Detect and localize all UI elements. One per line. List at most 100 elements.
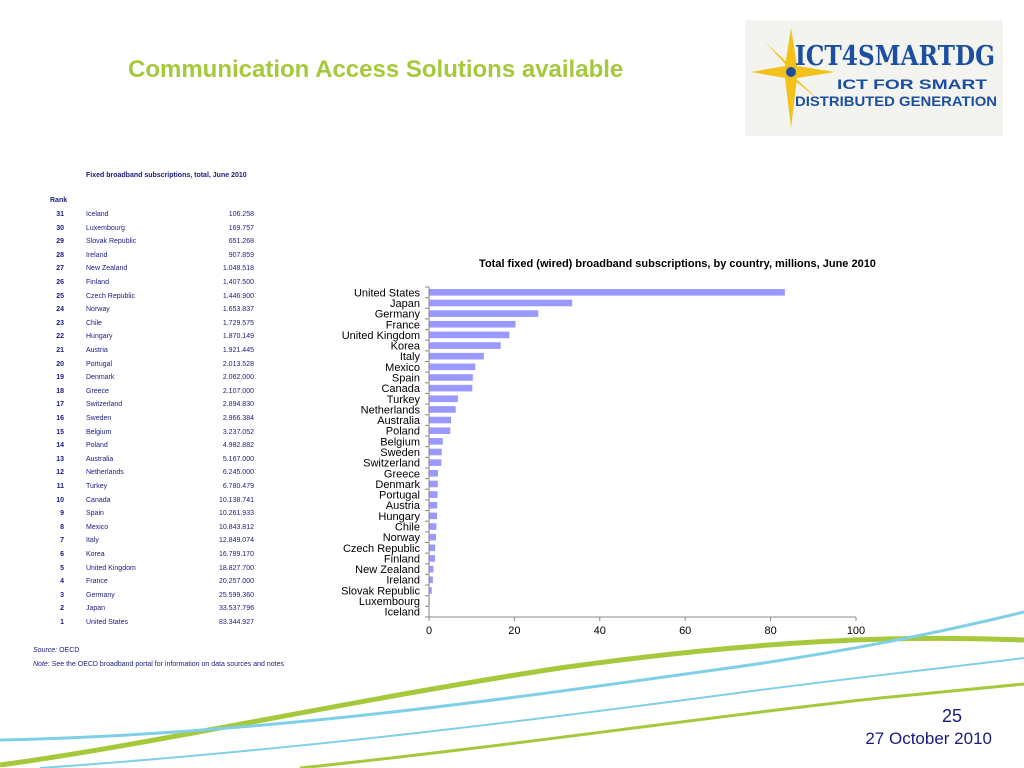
value-cell: 2.013.528 (222, 360, 254, 368)
bar (429, 555, 436, 562)
table-row: 18 Greece 2.107.000 (40, 385, 260, 398)
category-label: Iceland (385, 607, 420, 619)
country-cell: Belgium (86, 428, 112, 436)
bar (429, 512, 437, 520)
x-tick-label: 100 (847, 625, 865, 637)
country-cell: Austria (86, 347, 108, 354)
value-cell: 1.870.149 (222, 333, 254, 341)
page-number: 25 (941, 706, 962, 726)
country-cell: New Zealand (86, 265, 128, 273)
rank-cell: 11 (56, 483, 64, 490)
bar (429, 352, 484, 360)
table-row: 21 Austria 1.921.445 (40, 344, 260, 357)
value-cell: 10.261.933 (218, 510, 254, 518)
country-cell: Switzerland (86, 401, 123, 409)
svg-text:ICT4SMARTDG: ICT4SMARTDG (795, 41, 995, 72)
source-label: Source: (33, 647, 58, 654)
rank-cell: 10 (56, 496, 64, 504)
table-row: 14 Poland 4.982.882 (40, 439, 260, 452)
category-label: Netherlands (361, 404, 421, 416)
rank-cell: 31 (56, 211, 64, 218)
table-row: 7 Italy 12.849.074 (40, 534, 260, 547)
rank-cell: 24 (56, 306, 64, 314)
table-row: 23 Chile 1.729.575 (40, 317, 260, 330)
x-tick-label: 0 (426, 625, 432, 637)
value-cell: 4.982.882 (222, 442, 254, 450)
country-cell: Japan (86, 605, 106, 613)
bar (429, 374, 473, 381)
category-label: Finland (384, 553, 420, 565)
category-label: Hungary (378, 511, 420, 523)
value-cell: 3.237.052 (222, 428, 254, 436)
rank-cell: 14 (56, 442, 64, 450)
table-row: 12 Netherlands 6.245.000 (40, 466, 260, 479)
country-cell: Australia (86, 455, 114, 463)
star-icon (751, 28, 835, 128)
country-cell: France (86, 578, 108, 586)
category-label: Italy (400, 351, 421, 363)
bar (429, 448, 442, 456)
country-cell: Finland (86, 279, 109, 286)
bar (429, 523, 437, 530)
note-text: See the OECD broadband portal for inform… (51, 661, 284, 668)
country-cell: Hungary (86, 333, 113, 341)
category-label: Poland (386, 426, 420, 438)
country-cell: Germany (86, 591, 115, 599)
value-cell: 1.048.518 (222, 265, 254, 273)
x-tick-label: 40 (594, 625, 606, 637)
country-cell: Luxembourg (86, 224, 125, 232)
bar (429, 395, 458, 403)
table-row: 27 New Zealand 1.048.518 (40, 262, 260, 275)
rank-cell: 17 (56, 401, 64, 409)
country-cell: Slovak Republic (86, 238, 137, 246)
bar (429, 384, 473, 392)
value-cell: 12.849.074 (218, 537, 254, 545)
rank-cell: 8 (60, 523, 64, 531)
country-cell: Netherlands (86, 469, 124, 477)
svg-text:ICT FOR SMART: ICT FOR SMART (837, 76, 988, 92)
category-label: Belgium (380, 436, 420, 448)
table-row: 11 Turkey 6.780.479 (40, 480, 260, 493)
bar (429, 576, 433, 584)
category-label: New Zealand (355, 564, 420, 576)
value-cell: 20.257.000 (218, 578, 254, 586)
category-label: Denmark (375, 479, 420, 491)
x-tick-label: 80 (764, 625, 776, 637)
category-label: Portugal (379, 490, 420, 502)
value-cell: 33.537.796 (218, 605, 254, 613)
value-cell: 5.167.000 (222, 455, 254, 463)
bar (429, 427, 451, 435)
value-cell: 1.729.575 (222, 319, 254, 327)
value-cell: 2.107.000 (222, 387, 254, 395)
value-cell: 10.138.741 (218, 496, 254, 504)
value-cell: 2.894.830 (222, 401, 254, 409)
country-cell: Ireland (86, 251, 108, 259)
country-cell: United States (86, 619, 129, 626)
bar (429, 363, 476, 371)
bar (429, 299, 573, 307)
country-cell: United Kingdom (86, 564, 136, 572)
table-row: 10 Canada 10.138.741 (40, 494, 260, 507)
value-cell: 2.062.000 (222, 374, 254, 382)
country-cell: Iceland (86, 211, 109, 218)
rank-cell: 20 (56, 360, 64, 368)
bar (429, 331, 510, 339)
category-label: United Kingdom (342, 330, 420, 342)
table-row: 28 Ireland 907.859 (40, 249, 260, 262)
bar (429, 406, 456, 413)
country-cell: Greece (86, 387, 109, 395)
table-row: 5 United Kingdom 18.827.700 (40, 562, 260, 575)
rank-cell: 22 (56, 333, 64, 341)
category-label: Ireland (386, 575, 420, 587)
bar (429, 587, 432, 594)
country-cell: Denmark (86, 374, 115, 382)
rank-cell: 30 (56, 224, 64, 232)
table-row: 16 Sweden 2.966.384 (40, 412, 260, 425)
value-cell: 2.966.384 (222, 415, 254, 422)
ict4smartdg-logo: ICT4SMARTDG ICT FOR SMART DISTRIBUTED GE… (745, 20, 1003, 136)
value-cell: 16.789.170 (218, 551, 254, 558)
rank-cell: 4 (60, 578, 64, 586)
category-label: Slovak Republic (341, 585, 420, 597)
country-cell: Spain (86, 510, 104, 518)
bar (429, 469, 439, 477)
